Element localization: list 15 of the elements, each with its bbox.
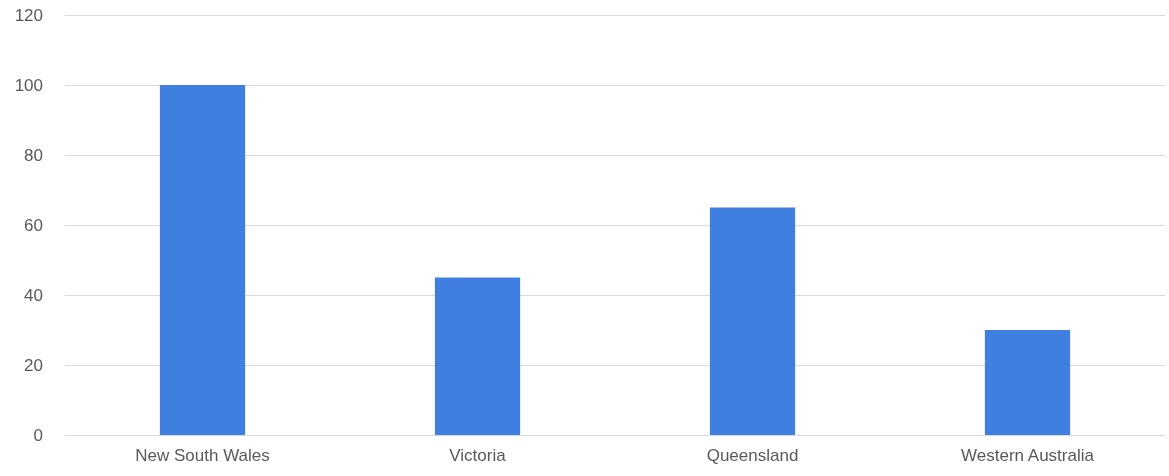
y-tick-label: 80 (24, 145, 43, 165)
x-tick-label: New South Wales (135, 446, 270, 465)
y-tick-label: 40 (24, 285, 43, 305)
x-tick-label: Queensland (706, 446, 799, 465)
bar (984, 330, 1071, 435)
y-tick-label: 120 (14, 5, 43, 25)
y-tick-label: 0 (33, 425, 43, 445)
y-tick-label: 100 (14, 75, 43, 95)
x-tick-label: Victoria (449, 446, 507, 465)
y-tick-label: 20 (24, 355, 43, 375)
x-tick-label: Western Australia (961, 446, 1095, 465)
bar (159, 85, 246, 435)
bar (434, 277, 521, 435)
bar (709, 207, 796, 435)
y-tick-label: 60 (24, 215, 43, 235)
